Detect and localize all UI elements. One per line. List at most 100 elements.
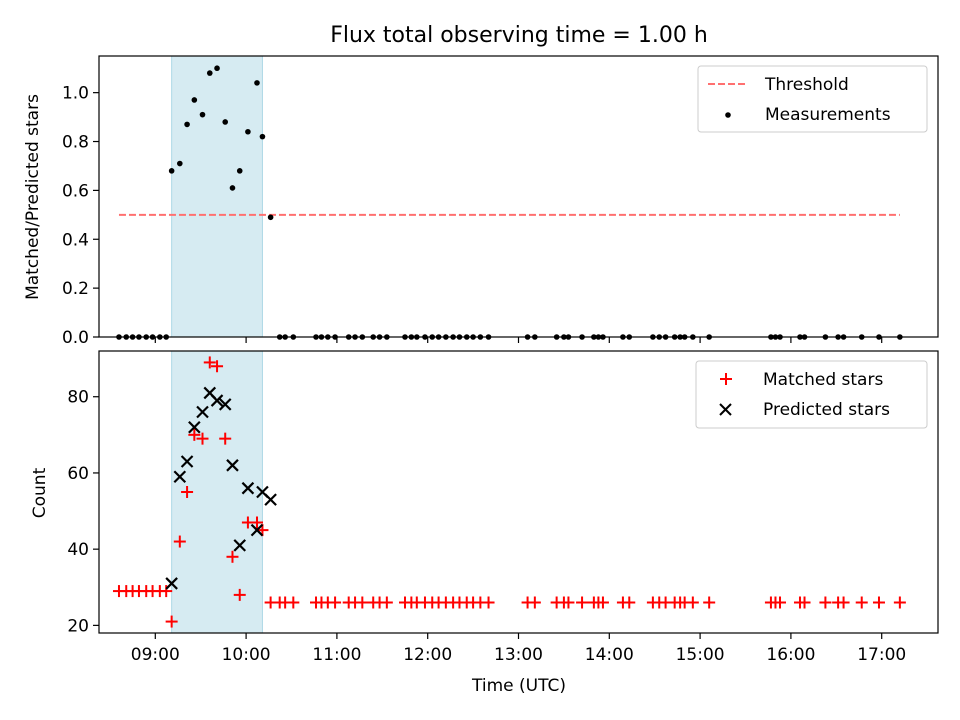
top-x-ticks <box>154 337 883 343</box>
matched-point <box>196 432 209 445</box>
bottom-y-axis: 20 40 60 80 <box>67 388 99 636</box>
predicted-point <box>180 455 194 468</box>
bottom-y-tick-label: 20 <box>67 616 89 636</box>
measurement-point <box>199 111 206 118</box>
bottom-legend-frame <box>695 360 928 429</box>
matched-point <box>250 516 263 529</box>
predicted-point <box>218 398 232 411</box>
top-y-tick-label: 1.0 <box>62 84 89 104</box>
legend-predicted-label: Predicted stars <box>763 400 890 420</box>
measurement-point <box>206 70 213 76</box>
matched-point <box>576 596 589 609</box>
measurement-point <box>267 214 274 221</box>
legend-measurements-swatch <box>725 112 731 118</box>
bottom-x-tick-label: 16:00 <box>766 645 815 665</box>
top-legend: Threshold Measurements <box>697 65 928 133</box>
legend-predicted-swatch <box>719 403 732 416</box>
matched-point <box>528 596 541 609</box>
predicted-point <box>264 493 277 506</box>
matched-point <box>173 535 186 548</box>
predicted-point <box>241 481 255 495</box>
top-y-axis-label: Matched/Predicted stars <box>23 94 43 300</box>
matched-point <box>837 596 850 609</box>
measurement-point <box>191 97 198 103</box>
bottom-x-tick-label: 12:00 <box>403 645 452 665</box>
matched-point <box>872 596 885 609</box>
bottom-y-axis-label: Count <box>30 467 50 518</box>
measurement-point <box>168 168 175 174</box>
top-legend-frame <box>697 65 928 133</box>
matched-point <box>356 596 369 609</box>
matched-point <box>287 596 300 609</box>
bottom-x-tick-label: 15:00 <box>676 645 725 665</box>
bottom-y-tick-label: 40 <box>67 540 89 560</box>
top-y-tick-label: 0.2 <box>62 279 89 299</box>
matched-point <box>703 596 716 609</box>
legend-measurements-label: Measurements <box>765 105 891 125</box>
bottom-x-tick-label: 17:00 <box>857 645 906 665</box>
matched-point <box>160 585 173 598</box>
bottom-y-tick-label: 80 <box>67 388 89 408</box>
matched-point <box>686 596 699 609</box>
predicted-point <box>226 459 239 472</box>
matched-point <box>380 596 393 609</box>
measurement-point <box>177 160 183 167</box>
predicted-point <box>165 577 178 590</box>
measurement-point <box>229 185 236 191</box>
bottom-x-tick-label: 10:00 <box>222 645 271 665</box>
bottom-x-tick-label: 09:00 <box>131 645 180 665</box>
matched-point <box>181 486 194 498</box>
measurement-point <box>184 121 190 128</box>
predicted-point <box>250 523 264 537</box>
bottom-panel: 20 40 60 80 09:00 10:00 11:00 12:00 13:00 14:00 1… <box>30 350 939 696</box>
matched-point <box>893 596 906 609</box>
measurement-point <box>214 65 220 72</box>
top-y-tick-label: 0.0 <box>62 328 89 348</box>
matched-point <box>233 588 246 601</box>
matched-point <box>596 596 609 609</box>
measurement-point <box>236 168 243 174</box>
bottom-x-axis: 09:00 10:00 11:00 12:00 13:00 14:00 15:00 16:00… <box>131 633 906 665</box>
matched-point <box>203 356 216 369</box>
matched-point <box>623 596 636 609</box>
top-y-tick-label: 0.8 <box>62 133 89 153</box>
matched-point <box>211 360 224 373</box>
top-y-tick-label: 0.4 <box>62 230 89 250</box>
figure-title: Flux total observing time = 1.00 h <box>330 23 708 48</box>
matched-point <box>329 596 342 609</box>
matched-point <box>219 432 232 445</box>
matched-point <box>188 428 201 441</box>
matched-point <box>482 596 495 609</box>
measurement-point <box>259 133 266 140</box>
predicted-point <box>188 420 201 434</box>
matched-point <box>855 596 868 609</box>
predicted-point <box>196 405 209 419</box>
bottom-plot-marks <box>112 356 906 628</box>
legend-threshold-label: Threshold <box>764 75 849 95</box>
predicted-point <box>210 394 224 407</box>
legend-matched-swatch <box>720 373 732 385</box>
top-panel: 0.0 0.2 0.4 0.6 0.8 1.0 Matched/Predicted sta… <box>23 55 939 348</box>
predicted-point <box>233 539 247 552</box>
matched-point <box>819 596 832 609</box>
bottom-x-tick-label: 13:00 <box>494 645 543 665</box>
bottom-x-tick-label: 14:00 <box>585 645 634 665</box>
bottom-plot-frame <box>98 350 939 634</box>
measurement-point <box>222 119 229 125</box>
bottom-x-axis-label: Time (UTC) <box>471 676 566 696</box>
matched-point <box>226 550 239 563</box>
bottom-y-tick-label: 60 <box>67 464 89 484</box>
top-plot-frame <box>98 55 939 338</box>
matched-point <box>562 596 575 609</box>
matched-point <box>165 615 178 628</box>
measurement-point <box>254 80 260 86</box>
bottom-x-tick-label: 11:00 <box>312 645 361 665</box>
measurement-point <box>245 128 251 135</box>
top-y-axis: 0.0 0.2 0.4 0.6 0.8 1.0 <box>62 84 99 348</box>
top-y-tick-label: 0.6 <box>62 181 89 201</box>
matched-point <box>798 596 811 609</box>
bottom-legend: Matched stars Predicted stars <box>695 360 928 429</box>
top-highlight-span <box>171 55 263 338</box>
legend-matched-label: Matched stars <box>763 370 883 390</box>
